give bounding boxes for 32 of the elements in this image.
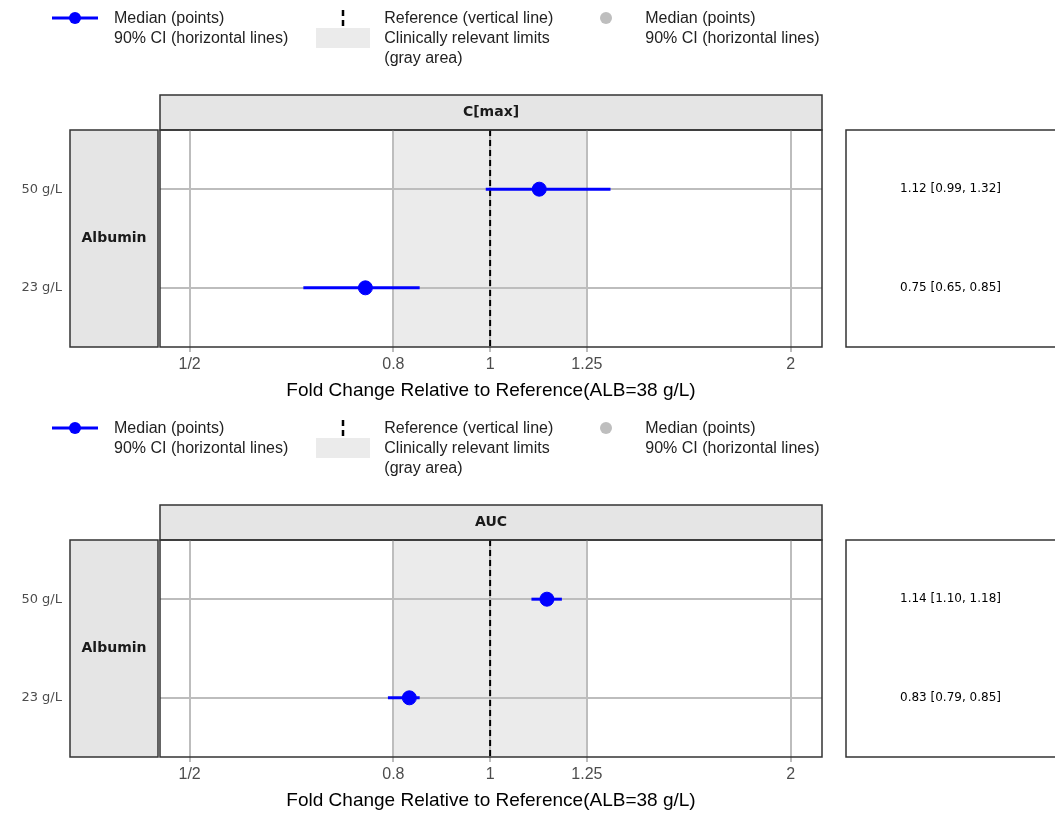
ref-line-label: Reference (vertical line) bbox=[384, 8, 554, 28]
legend-label: Median (points) 90% CI (horizontal lines) bbox=[645, 418, 820, 458]
data-label: 1.14 [1.10, 1.18] bbox=[900, 591, 1001, 606]
legend-label: Clinically relevant limits (gray area) bbox=[384, 438, 550, 478]
x-tick-label: 1.25 bbox=[571, 355, 603, 373]
legend-label: Median (points) 90% CI (horizontal lines) bbox=[114, 418, 289, 458]
legend-label: Median (points) 90% CI (horizontal lines) bbox=[645, 8, 820, 48]
data-label: 0.83 [0.79, 0.85] bbox=[900, 689, 1001, 704]
y-tick-label: 23 g/L bbox=[21, 689, 63, 705]
y-tick-label: 23 g/L bbox=[21, 279, 63, 295]
ref-line-label: Reference (vertical line) bbox=[384, 418, 554, 438]
chart-title: C[max] bbox=[462, 103, 520, 120]
y-axis-title: Albumin bbox=[81, 639, 147, 656]
y-tick-label: 50 g/L bbox=[21, 590, 63, 606]
x-tick-label: 1 bbox=[485, 765, 495, 783]
chart-title: AUC bbox=[474, 513, 508, 530]
legend-label: Median (points) 90% CI (horizontal lines) bbox=[114, 8, 289, 48]
x-tick-label: 1/2 bbox=[178, 355, 201, 373]
y-tick-label: 50 g/L bbox=[21, 180, 63, 196]
x-tick-label: 1/2 bbox=[178, 765, 201, 783]
data-label: 1.12 [0.99, 1.32] bbox=[900, 181, 1001, 196]
x-tick-label: 0.8 bbox=[382, 765, 405, 783]
x-tick-label: 2 bbox=[786, 765, 796, 783]
y-axis-title: Albumin bbox=[81, 229, 147, 246]
legend-label: Clinically relevant limits (gray area) bbox=[384, 28, 550, 68]
x-axis-title: Fold Change Relative to Reference(ALB=38 g/L) bbox=[286, 788, 696, 810]
x-tick-label: 0.8 bbox=[382, 355, 405, 373]
data-label: 0.75 [0.65, 0.85] bbox=[900, 279, 1001, 294]
x-tick-label: 1.25 bbox=[571, 765, 603, 783]
x-tick-label: 2 bbox=[786, 355, 796, 373]
x-axis-title: Fold Change Relative to Reference(ALB=38 g/L) bbox=[286, 378, 696, 400]
x-tick-label: 1 bbox=[485, 355, 495, 373]
